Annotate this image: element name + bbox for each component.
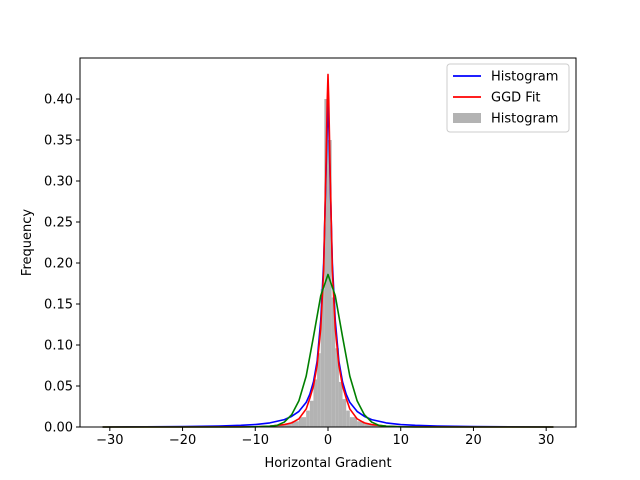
series-lines	[102, 73, 554, 428]
y-tick-label: 0.10	[44, 339, 73, 354]
histogram-bar	[298, 417, 307, 427]
histogram-bar	[328, 140, 332, 427]
y-tick-label: 0.05	[44, 380, 73, 395]
histogram-bar	[364, 423, 372, 427]
x-axis-label: Horizontal Gradient	[264, 456, 391, 471]
y-tick-label: 0.25	[44, 216, 73, 231]
y-axis-label: Frequency	[20, 209, 35, 276]
histogram-bar	[320, 289, 325, 427]
histogram-bar	[291, 421, 299, 427]
histogram-bar	[335, 348, 339, 427]
x-tick-label: 30	[538, 433, 555, 448]
legend: Histogram GGD Fit Histogram	[446, 63, 570, 133]
histogram-bar	[324, 99, 328, 427]
y-tick-label: 0.00	[44, 421, 73, 436]
x-tick-label: −20	[169, 433, 196, 448]
histogram-bars	[102, 99, 554, 428]
histogram-bar	[309, 400, 314, 427]
histogram-bar	[331, 297, 336, 427]
x-tick-label: 10	[392, 433, 409, 448]
y-tick-label: 0.30	[44, 175, 73, 190]
x-tick-label: −30	[96, 433, 123, 448]
series-line-2	[102, 273, 554, 428]
x-axis-ticks: −30 −20 −10 0 10 20 30	[96, 427, 554, 448]
y-tick-label: 0.40	[44, 93, 73, 108]
series-line-1	[102, 73, 554, 428]
y-axis-ticks: 0.00 0.05 0.10 0.15 0.20 0.25 0.30 0.35 0.40	[44, 93, 80, 436]
x-tick-label: 0	[324, 433, 332, 448]
x-tick-label: 20	[465, 433, 482, 448]
x-tick-label: −10	[242, 433, 269, 448]
histogram-bar	[338, 381, 343, 427]
histogram-bar	[313, 379, 318, 427]
histogram-bar	[371, 425, 379, 427]
histogram-bar	[357, 421, 365, 427]
y-tick-label: 0.35	[44, 134, 73, 149]
legend-label: Histogram	[491, 112, 558, 127]
histogram-bar	[284, 423, 292, 427]
histogram-bar	[277, 425, 285, 427]
legend-label: GGD Fit	[491, 91, 541, 106]
y-tick-label: 0.20	[44, 257, 73, 272]
histogram-bar	[349, 417, 358, 427]
legend-swatch	[453, 113, 481, 123]
histogram-bar	[342, 399, 347, 427]
histogram-bar	[346, 410, 350, 427]
histogram-bar	[317, 353, 321, 427]
y-tick-label: 0.15	[44, 298, 73, 313]
histogram-bar	[306, 410, 310, 427]
legend-label: Histogram	[491, 70, 558, 85]
